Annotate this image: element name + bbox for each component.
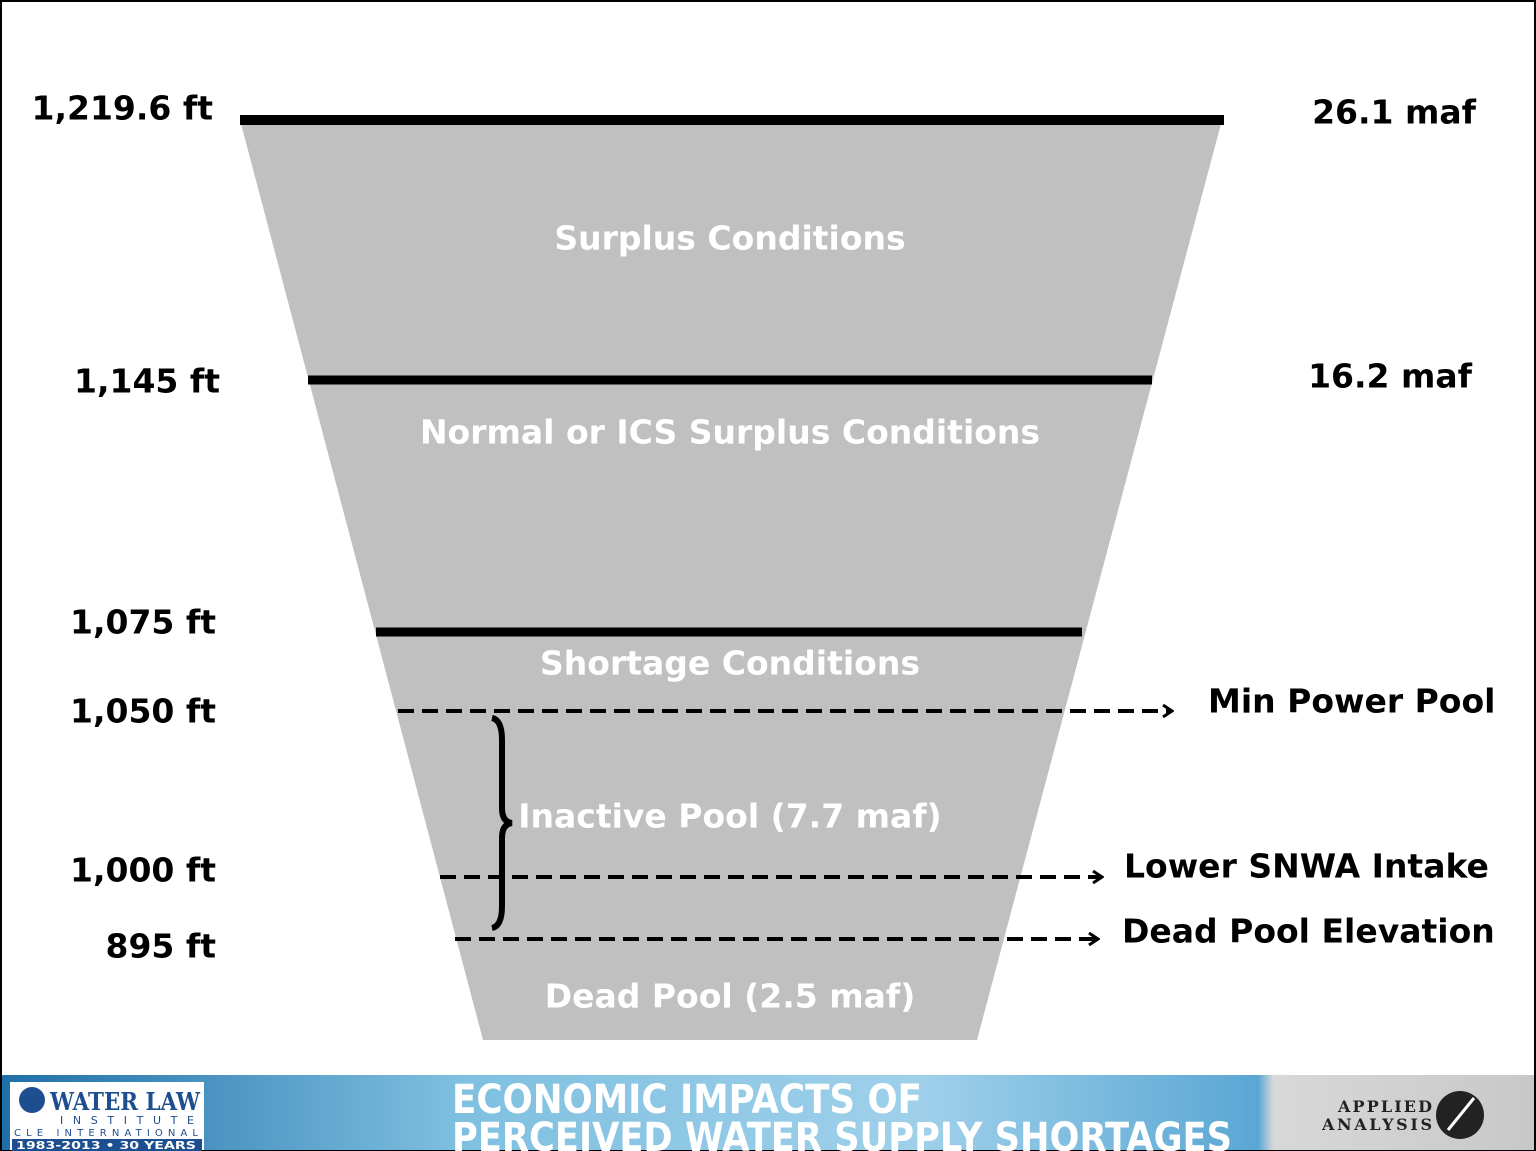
logo-org: CLE INTERNATIONAL	[14, 1128, 198, 1139]
partner-name: ANALYSIS	[1321, 1115, 1432, 1134]
slide: 1,219.6 ft 26.1 maf 1,145 ft 16.2 maf 1,…	[0, 0, 1536, 1151]
zone-label: Surplus Conditions	[554, 219, 905, 258]
annotation: Min Power Pool	[1208, 682, 1495, 721]
elevation-label: 1,145 ft	[74, 362, 220, 401]
logo-globe	[19, 1087, 45, 1113]
elevation-label: 895 ft	[105, 927, 216, 966]
logo-years: 1983-2013 • 30 YEARS	[16, 1139, 196, 1151]
elevation-label: 1,050 ft	[70, 692, 216, 731]
elevation-label: 1,219.6 ft	[32, 89, 214, 128]
logo-name: WATER LAW	[49, 1087, 201, 1116]
zone-label: Dead Pool (2.5 maf)	[545, 977, 916, 1016]
footer-banner: WATER LAW INSTITUTE CLE INTERNATIONAL 19…	[2, 1075, 1534, 1151]
storage-label: 16.2 maf	[1308, 357, 1473, 396]
zone-label: Inactive Pool (7.7 maf)	[518, 797, 942, 836]
annotation: Lower SNWA Intake	[1124, 847, 1489, 886]
page: 1,219.6 ft 26.1 maf 1,145 ft 16.2 maf 1,…	[0, 0, 1536, 1151]
elevation-label: 1,075 ft	[70, 603, 216, 642]
footer-title: PERCEIVED WATER SUPPLY SHORTAGES	[452, 1115, 1232, 1151]
elevation-label: 1,000 ft	[70, 851, 216, 890]
zone-label: Normal or ICS Surplus Conditions	[420, 413, 1040, 452]
storage-label: 26.1 maf	[1312, 93, 1477, 132]
zone-label: Shortage Conditions	[540, 644, 920, 683]
annotation: Dead Pool Elevation	[1122, 912, 1495, 951]
